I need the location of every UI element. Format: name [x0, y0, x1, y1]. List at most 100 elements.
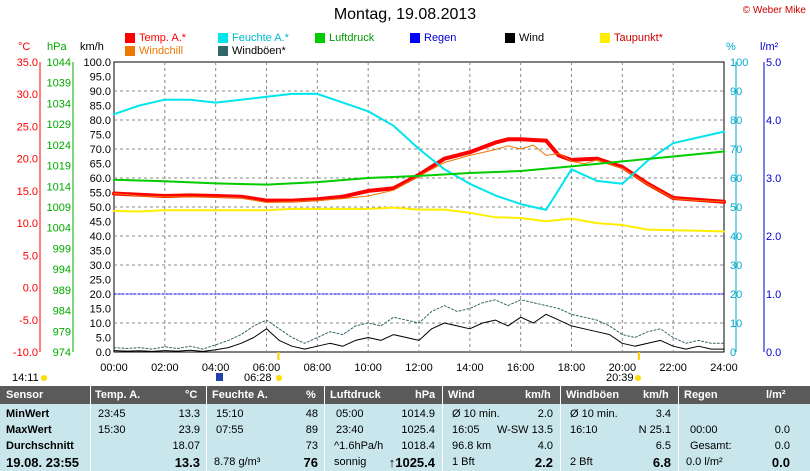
legend-label: Regen: [424, 32, 457, 44]
th-humidity-unit: %: [306, 389, 316, 401]
rain-tick-label: 5.0: [766, 57, 781, 69]
hum-min-value: 48: [305, 408, 318, 420]
pressure-tick-label: 1029: [47, 119, 71, 131]
th-pressure: Luftdruck: [330, 389, 381, 401]
pressure-tick-label: 974: [53, 347, 71, 359]
series-line-windb-en: [113, 299, 725, 350]
legend-label: Windböen*: [232, 45, 286, 57]
row-label: MaxWert: [6, 424, 52, 436]
x-tick-label: 16:00: [507, 362, 535, 374]
gust-avg-value: 3.4: [655, 408, 671, 420]
wind-tick-label: 100.0: [83, 57, 111, 69]
x-tick-label: 20:00: [609, 362, 637, 374]
th-pressure-unit: hPa: [415, 389, 436, 401]
rain-total-value: 0.0: [774, 440, 790, 452]
th-wind-unit: km/h: [525, 389, 551, 401]
wind-tick-label: 65.0: [90, 159, 111, 171]
pressure-tick-label: 1034: [47, 98, 71, 110]
annotation-label: 20:39: [606, 372, 634, 384]
temp-current: 13.3: [174, 455, 200, 470]
divider: [442, 386, 443, 471]
x-tick-label: 04:00: [202, 362, 230, 374]
divider: [324, 386, 325, 471]
temp-tick-label: 5.0: [23, 250, 38, 262]
pressure-tick-label: 979: [53, 326, 71, 338]
temp-tick-label: 35.0: [17, 57, 38, 69]
wind-tick-label: 0.0: [96, 347, 111, 359]
wind-tick-label: 40.0: [90, 231, 111, 243]
series-line-wind: [113, 313, 725, 352]
sun-icon: [635, 375, 641, 381]
current-timestamp: 19.08. 23:55: [6, 455, 80, 470]
temp-axis-unit: °C: [18, 41, 31, 53]
humidity-tick-label: 40: [730, 231, 742, 243]
legend-label: Taupunkt*: [614, 32, 663, 44]
weather-chart: 35.0 30.0 25.0 20.0 15.0 10.0 5.0 0.0 -5.0 -10.0 1…: [12, 57, 781, 384]
temp-max-value: 23.9: [178, 424, 200, 436]
legend-item-humidity: Feuchte A.*: [218, 32, 289, 44]
legend-item-temp: Temp. A.*: [125, 32, 186, 44]
pressure-tick-label: 984: [53, 306, 71, 318]
legend-swatch: [218, 33, 228, 43]
legend-label: Feuchte A.*: [232, 32, 289, 44]
rain-tick-label: 1.0: [766, 289, 781, 301]
wind-max-time: 16:05: [452, 424, 480, 436]
hum-min-time: 15:10: [216, 408, 244, 420]
x-tick-label: 10:00: [354, 362, 382, 374]
rain-axis-unit: l/m²: [760, 41, 779, 53]
legend-label: Temp. A.*: [139, 32, 187, 44]
abs-humidity: 8.78 g/m³: [214, 456, 261, 468]
wind-current: 2.2: [534, 455, 553, 470]
th-temp-unit: °C: [185, 389, 198, 401]
legend-swatch: [125, 33, 135, 43]
temp-min-time: 23:45: [98, 408, 126, 420]
annotation-label: 14:11: [12, 372, 39, 384]
temp-tick-label: 25.0: [17, 121, 38, 133]
rain-current: 0.0: [771, 455, 790, 470]
temp-tick-label: 30.0: [17, 89, 38, 101]
press-min-time: 05:00: [336, 408, 364, 420]
pressure-tick-label: 989: [53, 285, 71, 297]
humidity-tick-label: 10: [730, 318, 742, 330]
humidity-tick-label: 80: [730, 115, 742, 127]
th-wind: Wind: [448, 389, 475, 401]
humidity-axis-unit: %: [726, 41, 736, 53]
pressure-tick-label: 1044: [47, 57, 71, 69]
rain-tick-label: 4.0: [766, 115, 781, 127]
summary-table: Sensor Temp. A. °C Feuchte A. % Luftdruc…: [0, 386, 810, 471]
wind-tick-label: 45.0: [90, 217, 111, 229]
th-sensor: Sensor: [6, 389, 44, 401]
hum-max-value: 89: [305, 424, 318, 436]
series-line-temp-a: [112, 137, 726, 204]
x-tick-label: 00:00: [100, 362, 128, 374]
sunrise-icon: [216, 373, 223, 381]
temp-tick-label: -5.0: [19, 315, 38, 327]
wind-avg-label: Ø 10 min.: [452, 408, 500, 420]
wind-tick-label: 55.0: [90, 188, 111, 200]
legend-swatch: [125, 46, 135, 56]
wind-tick-label: 85.0: [90, 101, 111, 113]
temp-avg-value: 18.07: [172, 440, 200, 452]
wind-tick-label: 70.0: [90, 144, 111, 156]
rain-time: 00:00: [690, 424, 718, 436]
gust-day-avg: 6.5: [655, 440, 671, 452]
legend-label: Luftdruck: [329, 32, 375, 44]
wind-max-value: W-SW 13.5: [496, 424, 553, 436]
press-min-value: 1014.9: [401, 408, 435, 420]
x-tick-label: 22:00: [659, 362, 687, 374]
wind-tick-label: 15.0: [90, 304, 111, 316]
temp-max-time: 15:30: [98, 424, 126, 436]
x-tick-label: 06:00: [253, 362, 281, 374]
th-gusts-unit: km/h: [643, 389, 669, 401]
pressure-tick-label: 1014: [47, 181, 71, 193]
humidity-tick-label: 100: [730, 57, 748, 69]
th-humidity: Feuchte A.: [212, 389, 268, 401]
legend-swatch: [218, 46, 228, 56]
temp-tick-label: 20.0: [17, 154, 38, 166]
annotation-label: 06:28: [244, 372, 272, 384]
legend-label: Wind: [519, 32, 545, 44]
pressure-tick-label: 994: [53, 264, 71, 276]
press-current: ↑1025.4: [388, 455, 435, 470]
humidity-tick-label: 20: [730, 289, 742, 301]
sun-icon: [276, 375, 282, 381]
